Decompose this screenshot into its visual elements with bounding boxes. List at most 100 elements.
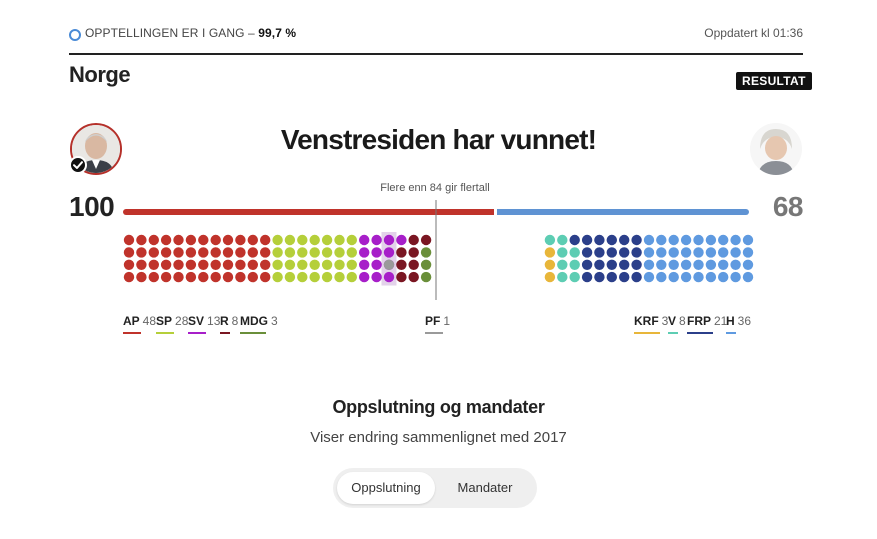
seat-dot-sp <box>297 234 308 246</box>
legend-item-mdg: MDG 3 <box>240 314 278 334</box>
seat-dot-sp <box>334 234 345 246</box>
result-badge[interactable]: RESULTAT <box>736 72 812 90</box>
seat-dot-sp <box>334 271 345 283</box>
legend-abbr: SP <box>156 314 173 328</box>
seat-dot-h <box>693 259 704 270</box>
seat-dot-v <box>557 271 568 283</box>
seat-dot-ap <box>198 259 209 270</box>
legend-abbr: V <box>668 314 677 328</box>
left-bloc-bar <box>123 209 495 215</box>
seat-dot-h <box>643 271 655 283</box>
seat-dot-h <box>643 247 655 258</box>
seat-dot-ap <box>260 271 271 283</box>
seat-dot-frp <box>631 259 642 270</box>
seat-dot-h <box>693 234 704 246</box>
seat-dot-sp <box>309 247 320 258</box>
seat-dot-ap <box>148 234 159 246</box>
seat-dot-frp <box>619 247 630 258</box>
seat-dot-h <box>742 247 754 258</box>
seat-dot-h <box>656 259 667 270</box>
seat-dot-ap <box>148 259 159 270</box>
seat-dot-h <box>742 234 754 246</box>
seat-dot-sv <box>359 247 370 258</box>
legend-color-line <box>220 332 230 334</box>
seat-dot-ap <box>136 234 147 246</box>
seat-dot-ap <box>198 247 209 258</box>
seat-dot-sp <box>346 247 357 258</box>
seat-dot-ap <box>160 259 172 270</box>
seat-dot-h <box>718 271 729 283</box>
seat-dot-ap <box>222 234 234 246</box>
seat-dot-h <box>693 247 704 258</box>
seat-dot-v <box>557 234 568 246</box>
seat-dot-sp <box>321 259 333 270</box>
seat-dot-frp <box>594 247 605 258</box>
seat-dot-sp <box>321 271 333 283</box>
seat-dot-ap <box>160 271 172 283</box>
seat-dot-h <box>656 234 667 246</box>
right-leader-portrait-icon <box>750 123 802 175</box>
status-indicator-icon <box>69 29 81 41</box>
seat-dot-sp <box>284 247 296 258</box>
seat-dot-ap <box>173 271 184 283</box>
count-status: OPPTELLINGEN ER I GANG – 99,7 % <box>85 26 297 40</box>
seat-dot-r <box>396 271 407 283</box>
seat-dot-sv <box>359 234 370 246</box>
seat-dot-sp <box>284 259 296 270</box>
seat-dot-ap <box>210 234 221 246</box>
seat-dot-ap <box>185 271 197 283</box>
seat-dot-sp <box>272 234 283 246</box>
seat-dot-v <box>569 247 580 258</box>
seat-dot-r <box>396 247 407 258</box>
toggle-mandater[interactable]: Mandater <box>457 480 513 495</box>
seat-dot-r <box>408 271 419 283</box>
legend-abbr: R <box>220 314 229 328</box>
legend-abbr: MDG <box>240 314 268 328</box>
seat-dot-frp <box>581 234 593 246</box>
seat-dot-ap <box>260 247 271 258</box>
legend-color-line <box>188 332 206 334</box>
toggle-oppslutning[interactable]: Oppslutning <box>337 472 435 504</box>
section-title: Oppslutning og mandater <box>332 397 545 417</box>
seat-dot-ap <box>136 259 147 270</box>
seat-dot-h <box>718 234 729 246</box>
headline: Venstresiden har vunnet! <box>280 124 597 155</box>
seat-dot-ap <box>222 259 234 270</box>
seat-dot-h <box>705 247 717 258</box>
legend-seats: 28 <box>175 314 189 328</box>
legend-abbr: H <box>726 314 735 328</box>
seat-dot-krf <box>544 259 556 270</box>
seat-dot-ap <box>185 247 197 258</box>
seat-dot-ap <box>136 271 147 283</box>
view-toggle: Oppslutning Mandater <box>333 468 537 508</box>
section-subtitle: Viser endring sammenlignet med 2017 <box>310 429 567 446</box>
legend-seats: 3 <box>271 314 278 328</box>
seat-dot-mdg <box>420 247 432 258</box>
left-bloc-total: 100 <box>69 191 115 222</box>
seat-dot-ap <box>123 259 135 270</box>
seat-dot-h <box>643 234 655 246</box>
seat-dot-h <box>705 259 717 270</box>
seat-dot-h <box>718 259 729 270</box>
seat-dot-sp <box>334 247 345 258</box>
seat-dot-h <box>680 234 692 246</box>
legend-abbr: SV <box>188 314 205 328</box>
right-bloc-total: 68 <box>772 191 804 222</box>
seat-dot-h <box>705 271 717 283</box>
seat-dot-h <box>680 271 692 283</box>
seat-dot-frp <box>581 247 593 258</box>
legend-seats: 13 <box>207 314 221 328</box>
seat-dot-h <box>693 271 704 283</box>
seat-dot-r <box>420 234 432 246</box>
left-leader-portrait-icon <box>72 125 120 173</box>
seat-dot-frp <box>594 234 605 246</box>
seat-dot-frp <box>606 259 617 270</box>
seat-dot-ap <box>123 234 135 246</box>
legend-color-line <box>156 332 174 334</box>
legend-color-line <box>634 332 660 334</box>
majority-note: Flere enn 84 gir flertall <box>380 182 490 194</box>
legend-color-line <box>687 332 713 334</box>
seat-dot-mdg <box>420 271 432 283</box>
